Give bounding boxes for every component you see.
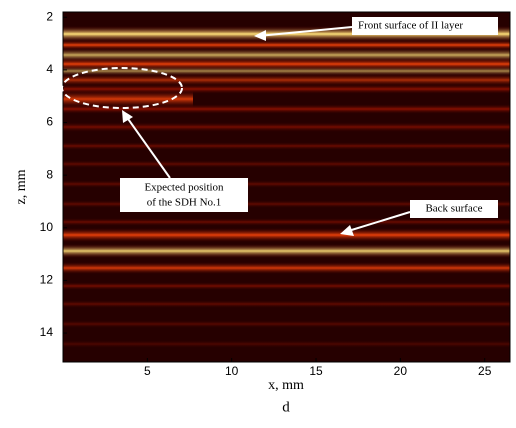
- y-tick-label: 2: [46, 9, 53, 23]
- heatmap-image: [62, 11, 511, 363]
- annotation: Back surface: [425, 203, 482, 215]
- x-tick-label: 5: [144, 364, 151, 378]
- annotation: Front surface of II layer: [358, 20, 463, 32]
- annotations: Front surface of II layer Back surface E…: [61, 17, 498, 236]
- sdh-ellipse: [61, 67, 183, 109]
- y-tick-label: 10: [40, 220, 54, 234]
- arrow: [344, 211, 411, 233]
- y-tick-label: 12: [40, 273, 54, 287]
- arrowhead: [340, 225, 354, 236]
- annotation: of the SDH No.1: [147, 197, 222, 209]
- arrowhead: [122, 110, 133, 123]
- arrow: [125, 115, 171, 179]
- arrowhead: [254, 30, 266, 41]
- y-tick-label: 14: [40, 325, 54, 339]
- y-tick-label: 6: [46, 115, 53, 129]
- x-tick-label: 25: [478, 364, 492, 378]
- y-axis-label: z, mm: [14, 169, 29, 204]
- y-tick-label: 4: [46, 62, 53, 76]
- label-box: [352, 17, 498, 35]
- label-box: [120, 178, 248, 212]
- y-tick-label: 8: [46, 167, 53, 181]
- annotation: Expected position: [144, 182, 224, 194]
- arrow: [257, 26, 353, 37]
- caption: d: [282, 399, 290, 415]
- x-tick-label: 20: [394, 364, 408, 378]
- x-tick-label: 10: [225, 364, 239, 378]
- label-box: [410, 200, 498, 218]
- x-tick-label: 15: [309, 364, 323, 378]
- x-axis-label: x, mm: [268, 378, 304, 393]
